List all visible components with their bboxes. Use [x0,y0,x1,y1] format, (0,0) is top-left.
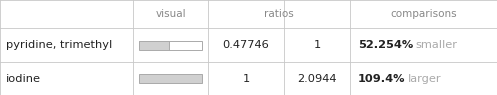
Text: comparisons: comparisons [390,9,457,19]
Bar [139,74,202,83]
Text: 1: 1 [243,74,249,84]
Bar [169,40,202,49]
Text: visual: visual [155,9,186,19]
Text: 0.47746: 0.47746 [223,40,269,50]
Bar [139,40,169,49]
Text: 52.254%: 52.254% [358,40,413,50]
Text: iodine: iodine [6,74,41,84]
Text: larger: larger [408,74,441,84]
Text: 1: 1 [314,40,321,50]
Text: 109.4%: 109.4% [358,74,406,84]
Text: 2.0944: 2.0944 [297,74,337,84]
Bar [139,40,202,49]
Text: pyridine, trimethyl: pyridine, trimethyl [6,40,112,50]
Text: smaller: smaller [415,40,457,50]
Text: ratios: ratios [264,9,294,19]
